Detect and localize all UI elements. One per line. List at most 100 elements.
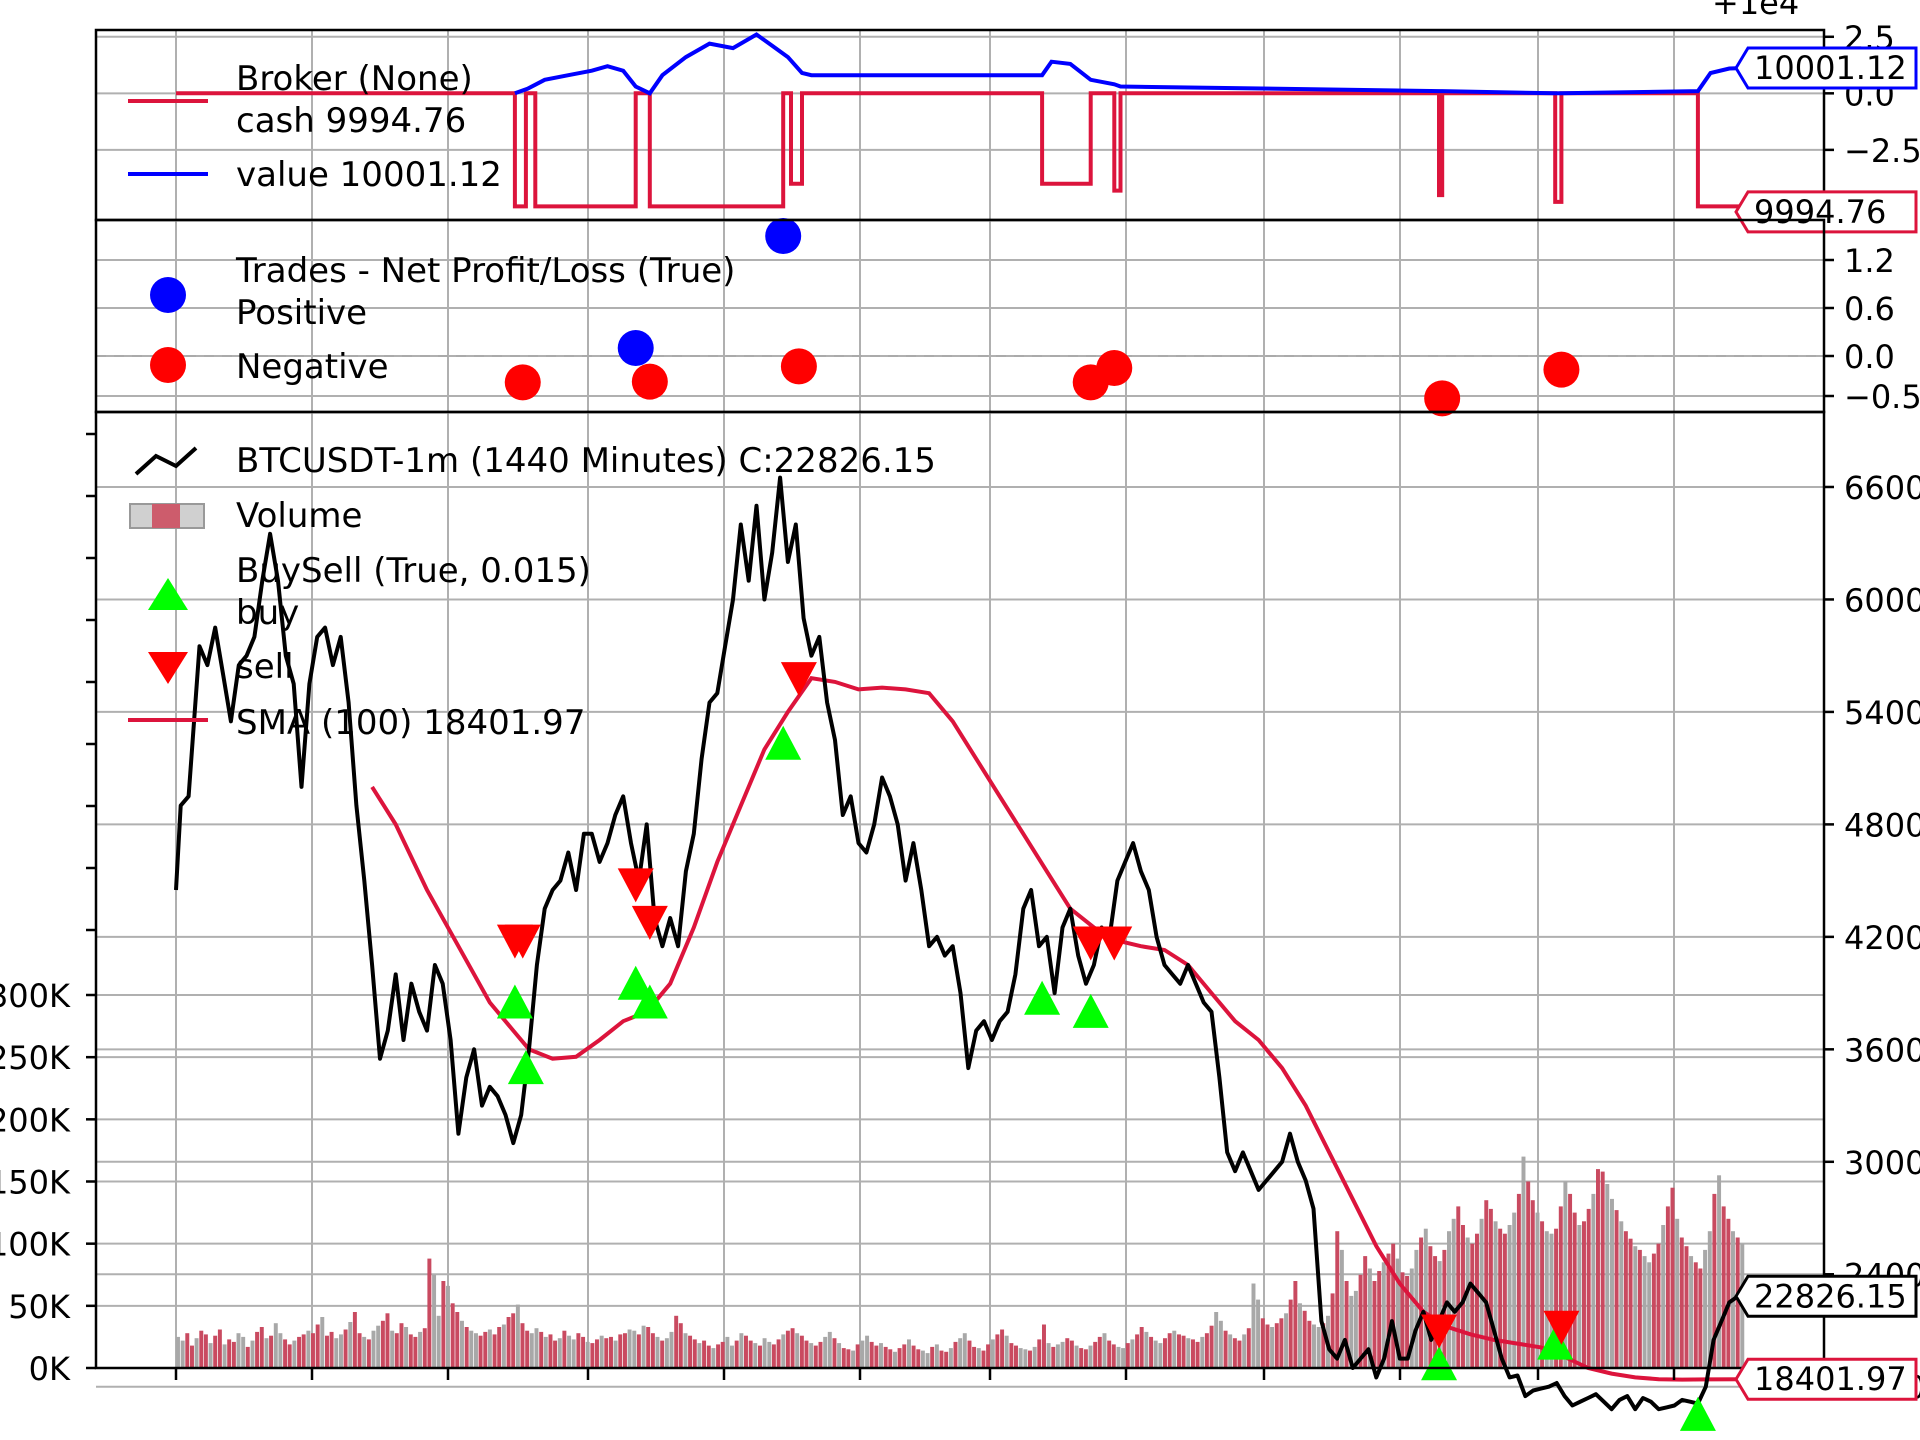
volume-bar-127 bbox=[767, 1341, 772, 1368]
volume-bar-123 bbox=[748, 1340, 753, 1368]
volume-bar-142 bbox=[837, 1343, 842, 1368]
volume-bar-73 bbox=[515, 1304, 520, 1368]
volume-bar-33 bbox=[329, 1331, 334, 1368]
volume-bar-44 bbox=[380, 1320, 385, 1368]
volume-bar-71 bbox=[506, 1317, 511, 1368]
volume-bar-244 bbox=[1312, 1324, 1316, 1368]
volume-bar-183 bbox=[1028, 1350, 1032, 1368]
volume-bar-266 bbox=[1414, 1249, 1419, 1368]
volume-bar-197 bbox=[1093, 1341, 1098, 1368]
volume-bar-293 bbox=[1540, 1221, 1545, 1368]
sell-signal-3 bbox=[631, 905, 668, 940]
volume-bar-212 bbox=[1163, 1338, 1167, 1368]
volume-bar-330 bbox=[1712, 1193, 1717, 1368]
volume-bar-37 bbox=[348, 1322, 353, 1368]
volume-bar-296 bbox=[1554, 1228, 1559, 1368]
volume-bar-102 bbox=[650, 1333, 655, 1368]
volume-bar-112 bbox=[697, 1343, 702, 1368]
volume-bar-222 bbox=[1209, 1325, 1214, 1368]
volume-bar-105 bbox=[664, 1338, 669, 1368]
broker-tag-0-label: 10001.12 bbox=[1754, 49, 1907, 87]
broker-series-1 bbox=[514, 32, 1746, 96]
volume-bar-21 bbox=[273, 1323, 278, 1368]
price-y-label-3: 48000 bbox=[1844, 806, 1920, 844]
volume-bar-180 bbox=[1014, 1345, 1018, 1368]
volume-bar-31 bbox=[320, 1317, 325, 1368]
volume-bar-48 bbox=[399, 1323, 404, 1368]
price-tag-1-box bbox=[1734, 1357, 1918, 1401]
volume-bar-184 bbox=[1032, 1346, 1037, 1368]
volume-bar-26 bbox=[297, 1336, 302, 1368]
volume-bar-179 bbox=[1009, 1343, 1014, 1368]
volume-bar-146 bbox=[855, 1344, 860, 1368]
sell-signal-8 bbox=[1543, 1310, 1580, 1345]
volume-bar-18 bbox=[259, 1327, 264, 1368]
volume-bar-232 bbox=[1256, 1299, 1261, 1368]
volume-bar-277 bbox=[1465, 1237, 1470, 1368]
volume-bar-49 bbox=[404, 1327, 409, 1368]
volume-bar-228 bbox=[1237, 1340, 1242, 1368]
volume-bar-263 bbox=[1400, 1272, 1405, 1368]
volume-bar-231 bbox=[1251, 1283, 1256, 1368]
volume-bar-47 bbox=[394, 1333, 399, 1368]
volume-bar-88 bbox=[585, 1341, 590, 1368]
volume-bar-223 bbox=[1214, 1312, 1219, 1368]
sma-legend-label: SMA (100) 18401.97 bbox=[236, 703, 585, 743]
volume-bar-148 bbox=[865, 1335, 870, 1368]
volume-bar-90 bbox=[595, 1339, 599, 1368]
volume-bar-299 bbox=[1568, 1193, 1573, 1368]
volume-bar-268 bbox=[1423, 1228, 1428, 1368]
volume-bar-13 bbox=[236, 1333, 241, 1368]
volume-bar-328 bbox=[1703, 1249, 1708, 1368]
volume-bar-3 bbox=[190, 1345, 194, 1368]
volume-bar-193 bbox=[1074, 1345, 1079, 1368]
volume-bar-116 bbox=[716, 1344, 721, 1368]
volume-bar-322 bbox=[1675, 1218, 1680, 1368]
volume-bar-203 bbox=[1121, 1348, 1126, 1368]
volume-bar-140 bbox=[827, 1331, 832, 1368]
trade-point-1-1 bbox=[631, 363, 668, 400]
volume-bar-327 bbox=[1698, 1268, 1703, 1368]
price-legend: BTCUSDT-1m (1440 Minutes) C:22826.15 Vol… bbox=[128, 441, 936, 743]
volume-bar-332 bbox=[1721, 1206, 1726, 1368]
volume-y-label-5: 50K bbox=[8, 1288, 71, 1326]
volume-bar-77 bbox=[534, 1328, 539, 1368]
volume-bar-297 bbox=[1558, 1206, 1563, 1368]
volume-bar-189 bbox=[1055, 1344, 1060, 1368]
buy-signal-9 bbox=[1679, 1396, 1716, 1431]
volume-bar-279 bbox=[1475, 1233, 1479, 1368]
volume-bar-104 bbox=[660, 1340, 665, 1368]
sell-signal-2 bbox=[617, 868, 654, 903]
volume-bar-54 bbox=[427, 1258, 432, 1368]
sell-signal-1 bbox=[504, 924, 541, 959]
volume-bar-57 bbox=[441, 1281, 446, 1368]
volume-y-ticks: 300K 250K 200K 150K 100K 50K 0K bbox=[0, 432, 96, 1388]
volume-bar-230 bbox=[1246, 1328, 1251, 1368]
volume-bar-274 bbox=[1451, 1218, 1456, 1368]
volume-bar-135 bbox=[804, 1340, 809, 1368]
volume-bar-34 bbox=[334, 1338, 339, 1368]
sell-legend-label: sell bbox=[236, 647, 294, 687]
volume-bar-306 bbox=[1600, 1171, 1605, 1368]
volume-bar-324 bbox=[1684, 1246, 1689, 1368]
volume-bar-238 bbox=[1284, 1313, 1289, 1368]
volume-bar-305 bbox=[1596, 1169, 1600, 1368]
volume-bar-202 bbox=[1116, 1346, 1121, 1368]
negative-legend-marker bbox=[150, 347, 186, 383]
volume-bar-262 bbox=[1395, 1258, 1400, 1368]
trades-y-label-0: 1.2 bbox=[1844, 242, 1895, 280]
volume-bar-314 bbox=[1637, 1249, 1642, 1368]
volume-bar-257 bbox=[1372, 1281, 1377, 1368]
volume-bar-315 bbox=[1642, 1256, 1647, 1368]
volume-bar-122 bbox=[744, 1335, 748, 1368]
buy-signal-6 bbox=[1072, 993, 1109, 1028]
volume-bar-7 bbox=[208, 1343, 213, 1368]
volume-bar-109 bbox=[683, 1333, 688, 1368]
volume-bar-156 bbox=[902, 1344, 907, 1368]
volume-bar-133 bbox=[795, 1333, 800, 1368]
volume-bar-265 bbox=[1409, 1268, 1414, 1368]
volume-bar-80 bbox=[548, 1334, 553, 1368]
volume-bar-32 bbox=[325, 1335, 329, 1368]
volume-bar-292 bbox=[1535, 1212, 1540, 1368]
volume-bar-68 bbox=[492, 1334, 497, 1368]
